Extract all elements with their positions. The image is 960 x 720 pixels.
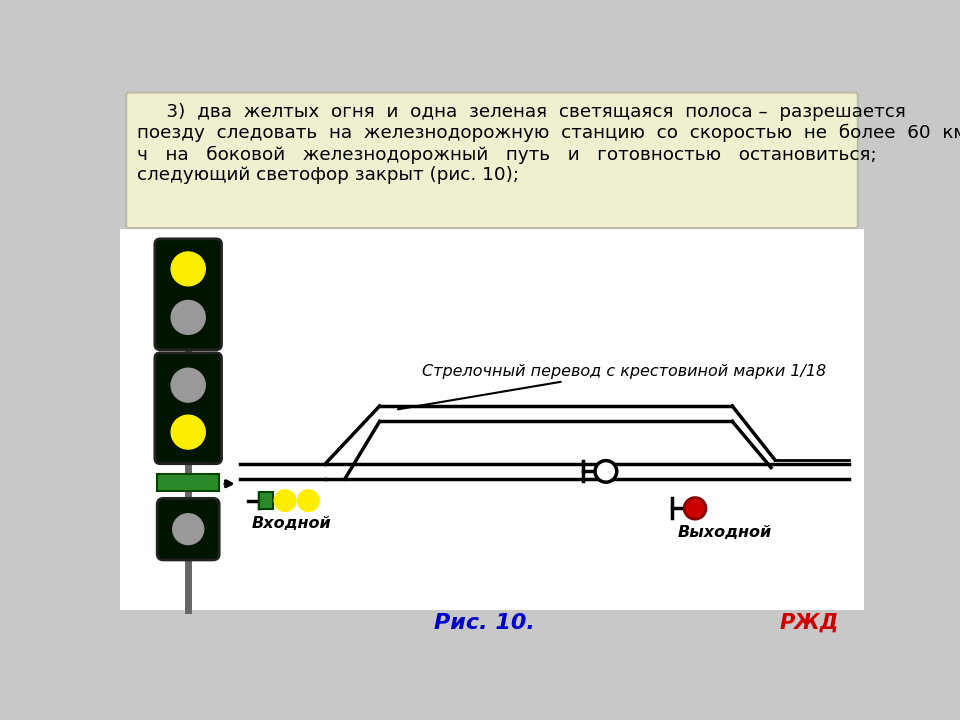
Text: РЖД: РЖД bbox=[780, 613, 839, 633]
FancyBboxPatch shape bbox=[157, 498, 219, 560]
Circle shape bbox=[298, 490, 319, 511]
FancyBboxPatch shape bbox=[155, 239, 222, 350]
Bar bbox=[157, 474, 219, 490]
Circle shape bbox=[171, 415, 205, 449]
Circle shape bbox=[171, 300, 205, 334]
Bar bbox=[259, 492, 273, 509]
FancyBboxPatch shape bbox=[126, 93, 858, 228]
FancyBboxPatch shape bbox=[155, 353, 222, 464]
Circle shape bbox=[275, 490, 296, 511]
Text: Входной: Входной bbox=[252, 516, 331, 531]
Text: Рис. 10.: Рис. 10. bbox=[434, 613, 535, 633]
Text: Выходной: Выходной bbox=[678, 526, 772, 540]
Circle shape bbox=[171, 368, 205, 402]
Circle shape bbox=[684, 498, 706, 519]
Circle shape bbox=[173, 514, 204, 544]
Circle shape bbox=[171, 252, 205, 286]
Circle shape bbox=[595, 461, 616, 482]
Bar bbox=[120, 229, 864, 610]
Text: Стрелочный перевод с крестовиной марки 1/18: Стрелочный перевод с крестовиной марки 1… bbox=[397, 364, 827, 410]
Text: 3)  два  желтых  огня  и  одна  зеленая  светящаяся  полоса –  разрешается
поезд: 3) два желтых огня и одна зеленая светящ… bbox=[137, 104, 960, 184]
